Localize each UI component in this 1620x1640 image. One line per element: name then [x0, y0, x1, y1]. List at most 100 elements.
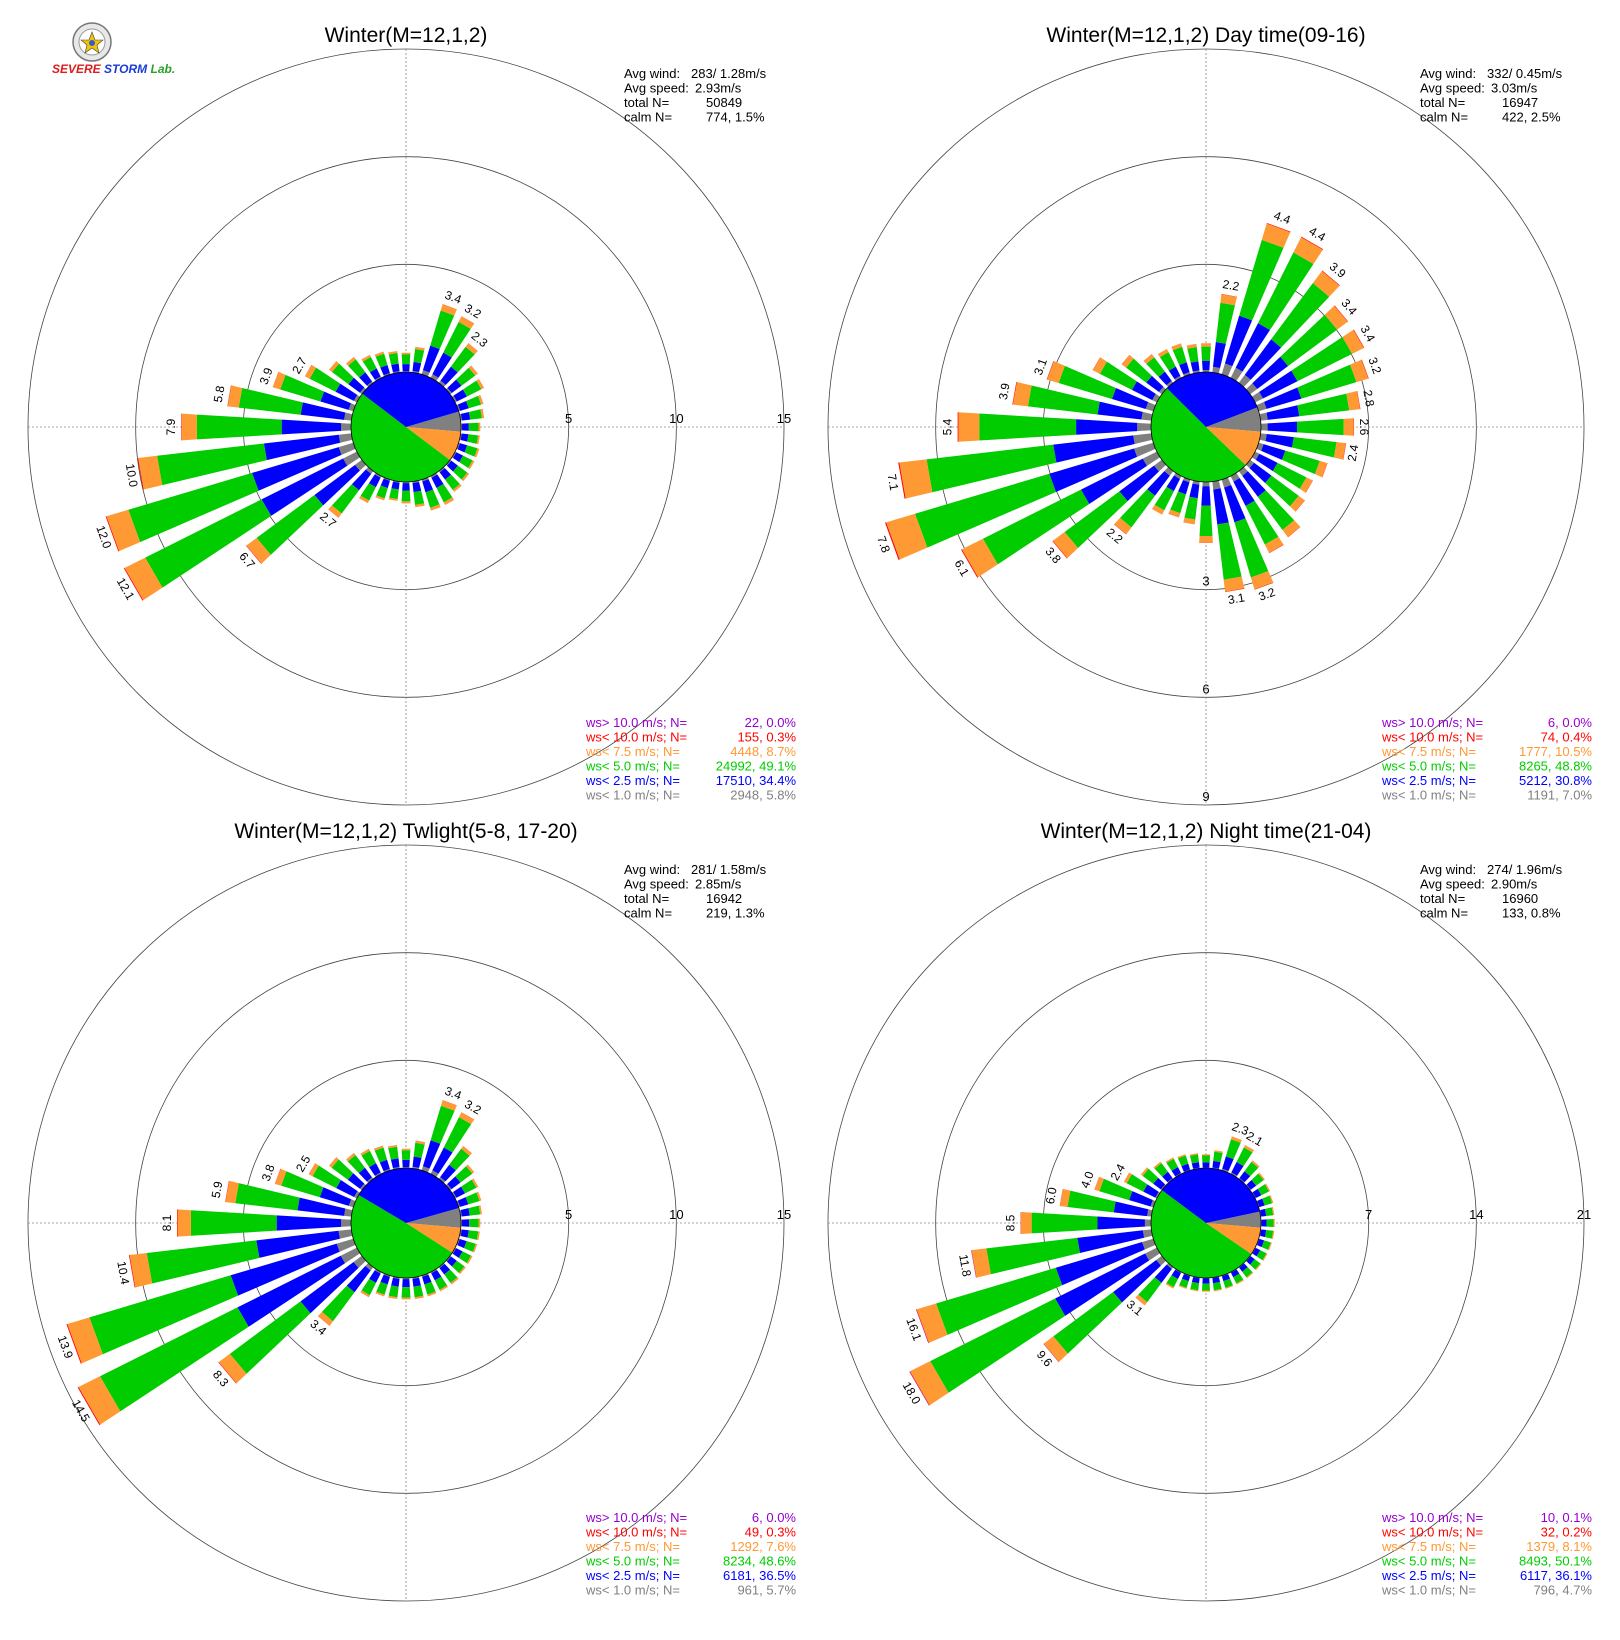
logo-word-severe: SEVERE [52, 62, 101, 76]
wind-bar-segment [1264, 387, 1302, 409]
legend-value: 74, 0.4% [1541, 730, 1593, 745]
wind-bar-segment [468, 422, 479, 432]
wind-bar-segment [1201, 1154, 1211, 1156]
wind-bar-segment [413, 1142, 425, 1158]
wind-bar-segment [1178, 480, 1190, 495]
wind-bar-segment [300, 402, 346, 420]
wind-bar-segment [1142, 451, 1161, 466]
wind-bar-segment [402, 1159, 410, 1167]
wind-bar-segment [1252, 356, 1289, 389]
wind-bar-segment [1138, 1277, 1162, 1303]
wind-rose-panel-2: 3692.24.44.43.93.43.43.22.82.62.43.23.12… [827, 24, 1593, 806]
wind-bar-segment [414, 1297, 424, 1300]
wind-bar-segment [336, 1180, 358, 1197]
wind-bar-segment [1178, 1285, 1187, 1289]
wind-bar-segment [263, 434, 341, 461]
wind-bar-segment [77, 1387, 101, 1426]
wind-bar-segment [1143, 1184, 1159, 1198]
wind-bar-segment [308, 1163, 319, 1177]
wind-bar-segment [971, 1250, 977, 1278]
bar-total-label: 7.1 [885, 473, 902, 492]
wind-bar-segment [376, 1281, 388, 1295]
wind-bar-segment [474, 448, 480, 458]
wind-bar-segment [1141, 411, 1153, 421]
wind-bar-segment [273, 371, 286, 390]
wind-bar-segment [319, 1187, 352, 1206]
wind-bar-segment [360, 1290, 370, 1298]
wind-bar-segment [471, 1178, 479, 1188]
inner-pie-slice [1206, 1223, 1261, 1255]
legend-label: ws< 5.0 m/s; N= [585, 1554, 680, 1569]
wind-bar-segment [463, 1145, 472, 1154]
wind-bar-segment [1167, 1178, 1174, 1184]
wind-bar-segment [347, 1173, 365, 1189]
bar-total-label: 3.9 [996, 382, 1013, 401]
wind-bar-segment [1157, 348, 1167, 355]
wind-bar-segment [1261, 444, 1286, 460]
ring-label: 15 [777, 411, 791, 426]
panel-title: Winter(M=12,1,2) [325, 24, 488, 47]
stat-label: Avg speed: [624, 81, 689, 96]
stat-label: calm N= [624, 110, 672, 125]
wind-bar-segment [979, 413, 1077, 441]
stat-label: Avg speed: [1420, 877, 1485, 892]
stat-label: Avg wind: [624, 66, 680, 81]
wind-bar-segment [909, 1371, 930, 1406]
wind-bar-segment [300, 1261, 359, 1314]
wind-bar-segment [1262, 1195, 1273, 1206]
wind-bar-segment [412, 361, 422, 373]
bar-total-label: 2.3 [1230, 1119, 1251, 1138]
wind-bar-segment [1027, 385, 1100, 415]
wind-bar-segment [272, 371, 279, 388]
wind-bar-segment [332, 363, 354, 385]
wind-bar-segment [1189, 1153, 1199, 1156]
wind-bar-segment [445, 499, 455, 506]
wind-bar-segment [461, 1146, 472, 1156]
wind-bar-segment [369, 368, 381, 380]
wind-bar-segment [1239, 239, 1284, 321]
wind-bar-segment [389, 488, 399, 500]
wind-bar-segment [1152, 508, 1163, 515]
wind-bar-segment [472, 1243, 478, 1253]
wind-bar-segment [388, 1297, 398, 1300]
wind-bar-segment [440, 1164, 456, 1182]
wind-bar-segment [1159, 352, 1176, 371]
wind-bar-segment [986, 1237, 1080, 1275]
wind-bar-segment [445, 474, 460, 491]
wind-bar-segment [1165, 1283, 1174, 1289]
wind-bar-segment [480, 1205, 483, 1215]
legend-label: ws< 7.5 m/s; N= [1381, 1539, 1476, 1554]
legend-value: 1191, 7.0% [1527, 788, 1592, 803]
inner-pie-slice [1206, 1211, 1261, 1228]
wind-bar-segment [359, 1183, 367, 1191]
wind-bar-segment [1012, 381, 1017, 405]
wind-bar-segment [1314, 460, 1328, 478]
wind-bar-segment [1271, 1207, 1275, 1216]
wind-bar-segment [468, 365, 478, 376]
wind-bar-segment [388, 499, 398, 501]
wind-bar-segment [329, 361, 340, 373]
wind-bar-segment [328, 505, 342, 518]
wind-bar-segment [391, 363, 400, 373]
wind-bar-segment [439, 1263, 451, 1275]
wind-bar-segment [1190, 361, 1200, 372]
wind-bar-segment [1059, 1188, 1071, 1207]
wind-bar-segment [360, 483, 376, 501]
wind-bar-segment [354, 1191, 361, 1199]
wind-bar-segment [401, 1150, 411, 1160]
wind-bar-segment [105, 516, 120, 552]
wind-bar-segment [434, 1276, 448, 1290]
wind-bar-segment [1213, 1288, 1222, 1292]
wind-bar-segment [374, 376, 382, 382]
wind-bar-segment [353, 1255, 367, 1268]
wind-bar-segment [462, 380, 482, 397]
wind-bar-segment [450, 1277, 459, 1285]
wind-bar-segment [1295, 500, 1305, 512]
wind-bar-segment [1142, 1238, 1156, 1250]
bar-total-label: 10.4 [114, 1260, 132, 1286]
wind-bar-segment [1135, 1297, 1145, 1306]
wind-bar-segment [388, 351, 398, 355]
wind-bar-segment [440, 304, 457, 316]
wind-bar-segment [467, 1164, 475, 1173]
wind-bar-segment [1262, 1253, 1268, 1261]
